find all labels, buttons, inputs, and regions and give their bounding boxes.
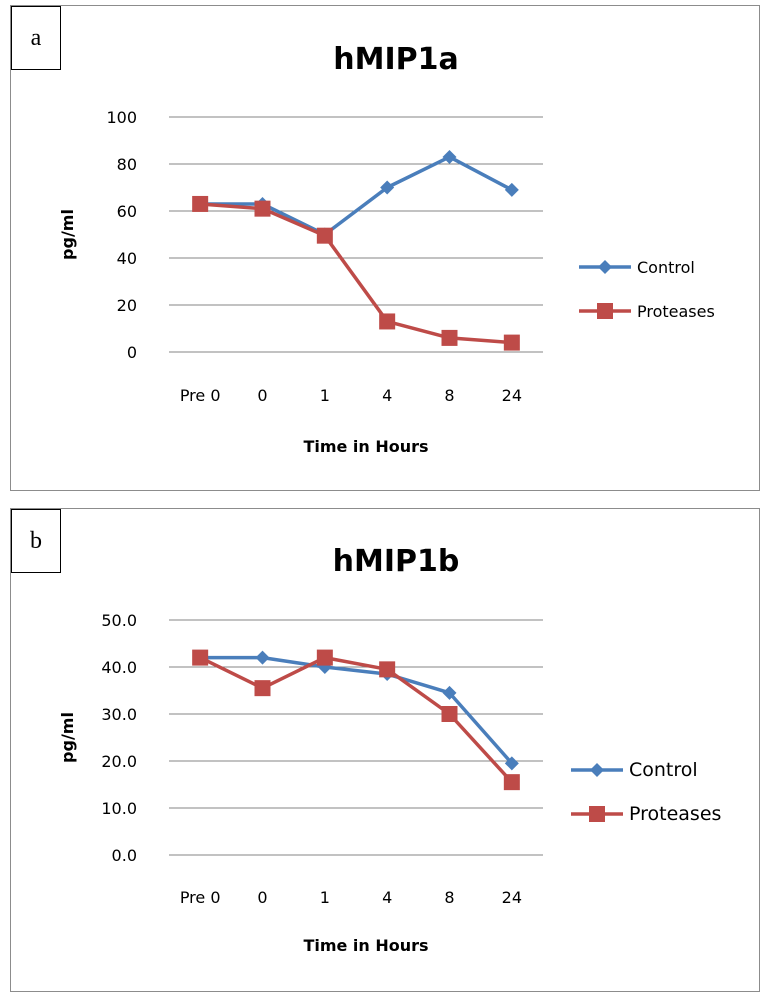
data-point-proteases (441, 329, 458, 346)
y-tick-label: 40 (117, 249, 137, 268)
data-point-control (442, 685, 457, 700)
chart-a-svg: hMIP1a 0 20 40 60 80 100 Pre 0 0 1 4 8 24 Time in Hou… (58, 42, 715, 456)
data-point-control (504, 182, 519, 197)
data-point-proteases (254, 680, 271, 697)
series-line-control (200, 155, 513, 237)
panel-letter-b: b (11, 509, 61, 573)
x-axis-label: Time in Hours (303, 936, 428, 955)
data-point-proteases (503, 334, 520, 351)
y-axis-label: pg/ml (58, 209, 77, 260)
legend-marker-proteases (589, 806, 605, 822)
data-point-control (380, 180, 395, 195)
x-tick-label: 8 (444, 888, 454, 907)
legend-label-control: Control (637, 258, 695, 277)
x-tick-label: 1 (320, 386, 330, 405)
data-point-proteases (316, 227, 333, 244)
data-point-proteases (379, 313, 396, 330)
y-tick-label: 100 (106, 108, 137, 127)
data-point-control (255, 650, 270, 665)
data-point-control (442, 149, 457, 164)
y-axis-label: pg/ml (58, 712, 77, 763)
series-line-proteases (200, 202, 512, 345)
data-point-proteases (441, 706, 458, 722)
chart-title: hMIP1b (333, 544, 460, 579)
series-line-control (200, 655, 514, 765)
x-tick-label: 0 (257, 386, 267, 405)
x-axis-label: Time in Hours (303, 437, 428, 456)
data-point-control (504, 756, 519, 771)
series-line-proteases (199, 655, 514, 784)
data-point-proteases (379, 661, 396, 678)
x-tick-label: Pre 0 (180, 386, 221, 405)
y-tick-label: 0 (127, 343, 137, 362)
legend-marker-control (598, 260, 612, 274)
x-tick-label: 8 (444, 386, 454, 405)
x-tick-label: Pre 0 (180, 888, 221, 907)
y-tick-label: 60 (117, 202, 137, 221)
y-tick-label: 40.0 (101, 658, 137, 677)
x-tick-label: 24 (502, 386, 522, 405)
legend-marker-proteases (597, 303, 613, 319)
y-tick-label: 30.0 (101, 705, 137, 724)
chart-b-svg: hMIP1b 0.0 10.0 20.0 30.0 40.0 50.0 Pre 0 0 1 4 8 24… (58, 544, 721, 955)
y-tick-label: 50.0 (101, 611, 137, 630)
x-tick-label: 24 (502, 888, 522, 907)
x-tick-label: 4 (382, 888, 392, 907)
x-tick-label: 1 (320, 888, 330, 907)
chart-panel-a: a hMIP1a 0 20 40 60 80 100 Pre 0 0 1 4 8 24 Time in H… (10, 5, 760, 491)
y-tick-label: 10.0 (101, 799, 137, 818)
panel-letter-a: a (11, 6, 61, 70)
data-point-proteases (316, 649, 333, 666)
legend-label-proteases: Proteases (629, 803, 721, 825)
x-tick-label: 4 (382, 386, 392, 405)
data-point-proteases (192, 649, 209, 666)
chart-panel-b: b hMIP1b 0.0 10.0 20.0 30.0 40.0 50.0 Pre 0 0 1 4 8… (10, 508, 760, 992)
y-tick-label: 20 (117, 296, 137, 315)
y-tick-label: 20.0 (101, 752, 137, 771)
legend-marker-control (590, 763, 604, 777)
data-point-proteases (192, 195, 209, 212)
chart-title: hMIP1a (333, 42, 458, 77)
data-point-proteases (503, 774, 520, 791)
y-tick-label: 0.0 (112, 846, 137, 865)
legend-label-proteases: Proteases (637, 302, 715, 321)
data-point-proteases (254, 200, 271, 217)
legend-label-control: Control (629, 759, 698, 781)
x-tick-label: 0 (257, 888, 267, 907)
y-tick-label: 80 (117, 155, 137, 174)
